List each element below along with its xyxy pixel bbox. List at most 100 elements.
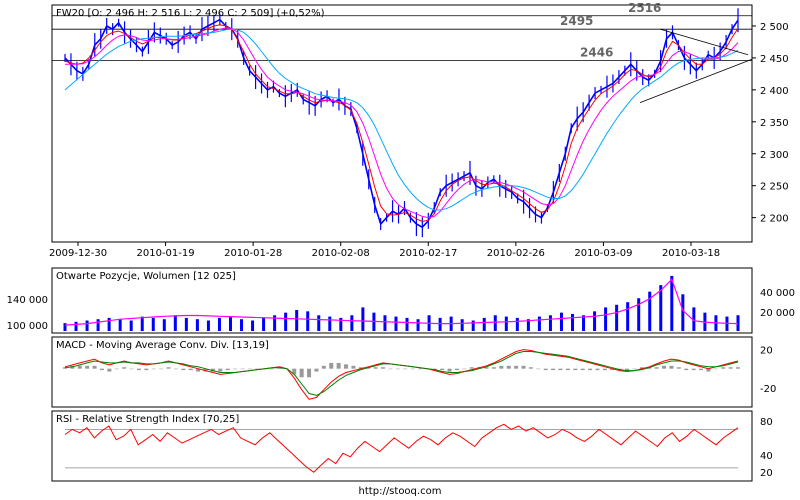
volume-bar: [184, 317, 188, 331]
macd-histogram-bar: [699, 368, 704, 371]
x-tick-label: 2010-02-08: [312, 248, 370, 259]
volume-bar: [537, 316, 541, 331]
volume-bar: [284, 312, 288, 331]
macd-histogram-bar: [173, 368, 178, 370]
macd-histogram-bar: [388, 368, 393, 370]
macd-histogram-bar: [77, 365, 82, 369]
macd-histogram-bar: [521, 365, 526, 369]
triangle-lower-line: [639, 58, 753, 104]
macd-histogram-bar: [654, 367, 659, 369]
macd-histogram-bar: [240, 368, 245, 370]
macd-histogram-bar: [358, 367, 363, 369]
macd-histogram-bar: [706, 368, 711, 372]
series-sma-mid: [65, 27, 739, 219]
volume-axis-labels: 140 000 100 000 40 000 20 000: [7, 288, 795, 332]
macd-histogram-bar: [595, 368, 600, 371]
macd-histogram-bar: [669, 365, 674, 369]
series-price: [64, 18, 739, 229]
macd-histogram-bar: [684, 368, 689, 371]
volume-right-tick: 20 000: [760, 308, 795, 319]
macd-histogram-bar: [307, 368, 312, 378]
macd-histogram-bar: [602, 368, 607, 371]
volume-bar: [493, 315, 497, 331]
macd-histogram-bar: [85, 365, 90, 369]
macd-histogram-bar: [632, 368, 637, 370]
macd-histogram-bar: [691, 368, 696, 371]
volume-bar: [394, 316, 398, 331]
volume-bar: [383, 315, 387, 331]
volume-bar: [107, 317, 111, 331]
macd-histogram-bar: [639, 367, 644, 369]
volume-bar: [438, 317, 442, 331]
volume-bar: [361, 307, 365, 331]
macd-histogram-bar: [676, 367, 681, 369]
macd-histogram-bar: [721, 367, 726, 369]
volume-bar: [416, 319, 420, 331]
rsi-tick-label: 40: [760, 451, 773, 462]
rsi-axis-labels: 80 40 20: [760, 417, 773, 479]
x-tick-label: 2010-02-17: [399, 248, 457, 259]
macd-histogram-bar: [63, 367, 67, 369]
macd-histogram-bar: [713, 368, 718, 370]
volume-bar: [571, 313, 575, 331]
volume-bar: [504, 316, 508, 331]
macd-histogram-bar: [351, 365, 356, 369]
macd-histogram-bar: [536, 368, 541, 370]
volume-bar: [593, 311, 597, 331]
volume-bar: [262, 317, 266, 331]
macd-panel-frame: [51, 336, 753, 408]
volume-bar: [96, 319, 100, 331]
macd-histogram-bar: [181, 368, 186, 371]
macd-axis-labels: 20 -20: [760, 346, 776, 395]
main-series-group: [64, 8, 739, 238]
volume-bar: [217, 317, 221, 331]
price-level-label: 2446: [580, 45, 613, 59]
y-tick-label: 2 250: [760, 182, 789, 193]
volume-bar: [659, 285, 663, 331]
macd-histogram-bar: [329, 362, 334, 369]
macd-histogram-bar: [543, 368, 548, 371]
volume-bar: [251, 320, 255, 331]
volume-bar: [129, 320, 133, 331]
macd-histogram-bar: [92, 365, 97, 369]
macd-histogram-bar: [159, 368, 164, 370]
macd-histogram-bar: [107, 368, 112, 372]
footer-url[interactable]: http://stooq.com: [359, 486, 442, 497]
main-chart-title: FW20 [O: 2 496 H: 2 516 L: 2 496 C: 2 50…: [56, 8, 325, 19]
macd-histogram-bar: [136, 368, 141, 371]
rsi-series-group: [64, 423, 739, 473]
macd-histogram-bar: [403, 368, 408, 370]
macd-histogram-bar: [225, 368, 230, 371]
x-tick-label: 2010-01-28: [224, 248, 282, 259]
triangle-pattern: [639, 28, 753, 104]
x-tick-label: 2009-12-30: [49, 248, 107, 259]
macd-signal-line: [64, 351, 739, 396]
volume-bar: [582, 315, 586, 331]
macd-histogram-bar: [491, 367, 496, 369]
macd-histogram-bar: [588, 368, 593, 371]
volume-series-group: [63, 275, 740, 331]
macd-histogram-bar: [218, 368, 223, 372]
macd-histogram-bar: [321, 365, 326, 369]
volume-bar: [328, 316, 332, 331]
macd-histogram-bar: [166, 367, 171, 369]
macd-histogram-bar: [484, 367, 489, 369]
volume-bar: [63, 323, 67, 331]
volume-bar: [206, 320, 210, 331]
volume-panel-title: Otwarte Pozycje, Wolumen [12 025]: [56, 271, 236, 282]
y-tick-label: 2 500: [760, 22, 789, 33]
price-level-label: 2516: [628, 1, 661, 15]
macd-histogram-bar: [528, 367, 533, 369]
volume-bar: [471, 320, 475, 331]
macd-histogram-bar: [551, 368, 556, 371]
macd-histogram-bar: [662, 365, 667, 369]
volume-bar: [482, 317, 486, 331]
macd-histogram-bar: [728, 367, 733, 369]
volume-bar: [85, 320, 89, 331]
volume-bar: [604, 307, 608, 331]
x-tick-label: 2010-01-19: [137, 248, 195, 259]
x-tick-label: 2010-03-18: [662, 248, 720, 259]
series-sma-short: [64, 24, 739, 223]
volume-bar: [405, 317, 409, 331]
y-tick-label: 2 450: [760, 54, 789, 65]
